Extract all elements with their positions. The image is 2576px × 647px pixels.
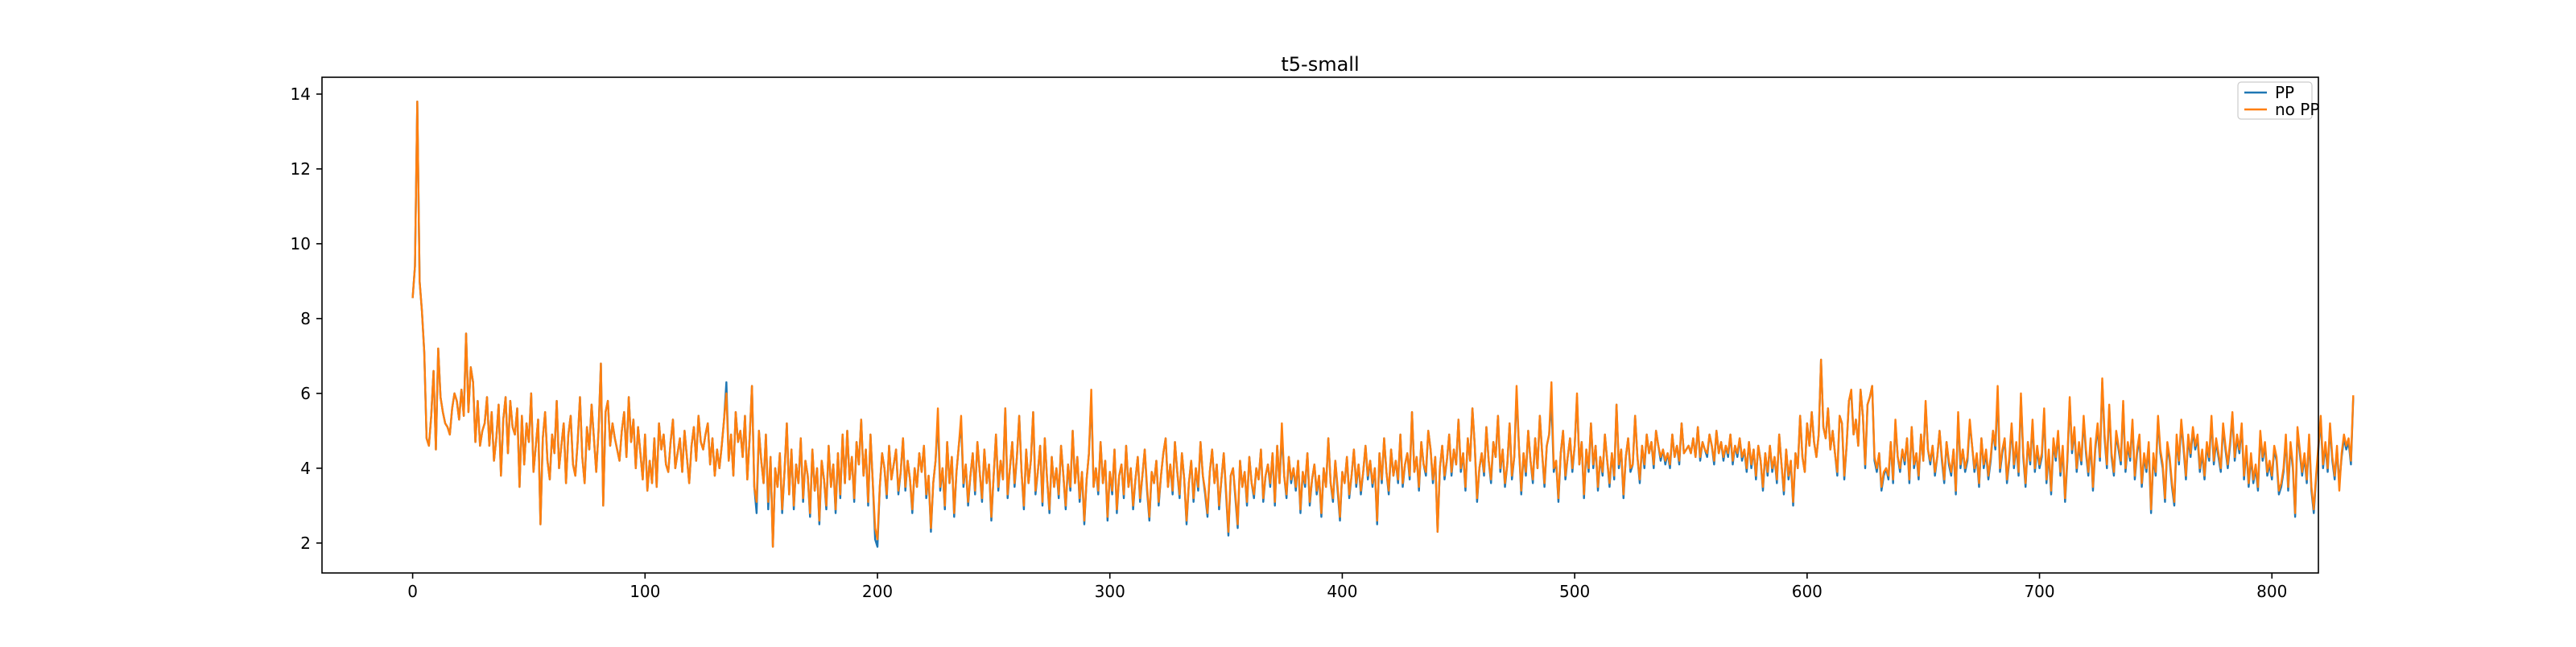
y-tick-label: 6 <box>300 384 311 403</box>
x-tick-label: 500 <box>1559 582 1590 601</box>
plot-area-frame <box>321 76 2319 574</box>
series-layer <box>411 101 2355 548</box>
x-tick-label: 600 <box>1792 582 1823 601</box>
x-tick-label: 100 <box>630 582 660 601</box>
y-tick-label: 8 <box>300 309 311 328</box>
y-tick-label: 12 <box>291 159 311 179</box>
x-tick-label: 400 <box>1327 582 1357 601</box>
x-tick-label: 200 <box>862 582 893 601</box>
y-tick-label: 14 <box>291 84 311 104</box>
chart-title: t5-small <box>1281 53 1359 76</box>
legend: PP no PP <box>2237 81 2319 120</box>
x-tick-label: 800 <box>2256 582 2287 601</box>
x-tick-label: 700 <box>2024 582 2054 601</box>
legend-label-no-pp: no PP <box>2275 100 2319 119</box>
y-axis: 2 4 6 8 10 12 14 <box>291 84 322 553</box>
series-line-no-pp <box>411 101 2355 548</box>
y-tick-label: 4 <box>300 459 311 478</box>
x-axis: 0 100 200 300 400 500 600 700 800 <box>407 573 2287 601</box>
y-tick-label: 10 <box>291 234 311 253</box>
legend-label-pp: PP <box>2275 83 2294 102</box>
y-tick-label: 2 <box>300 534 311 553</box>
x-tick-label: 0 <box>407 582 418 601</box>
x-tick-label: 300 <box>1095 582 1125 601</box>
